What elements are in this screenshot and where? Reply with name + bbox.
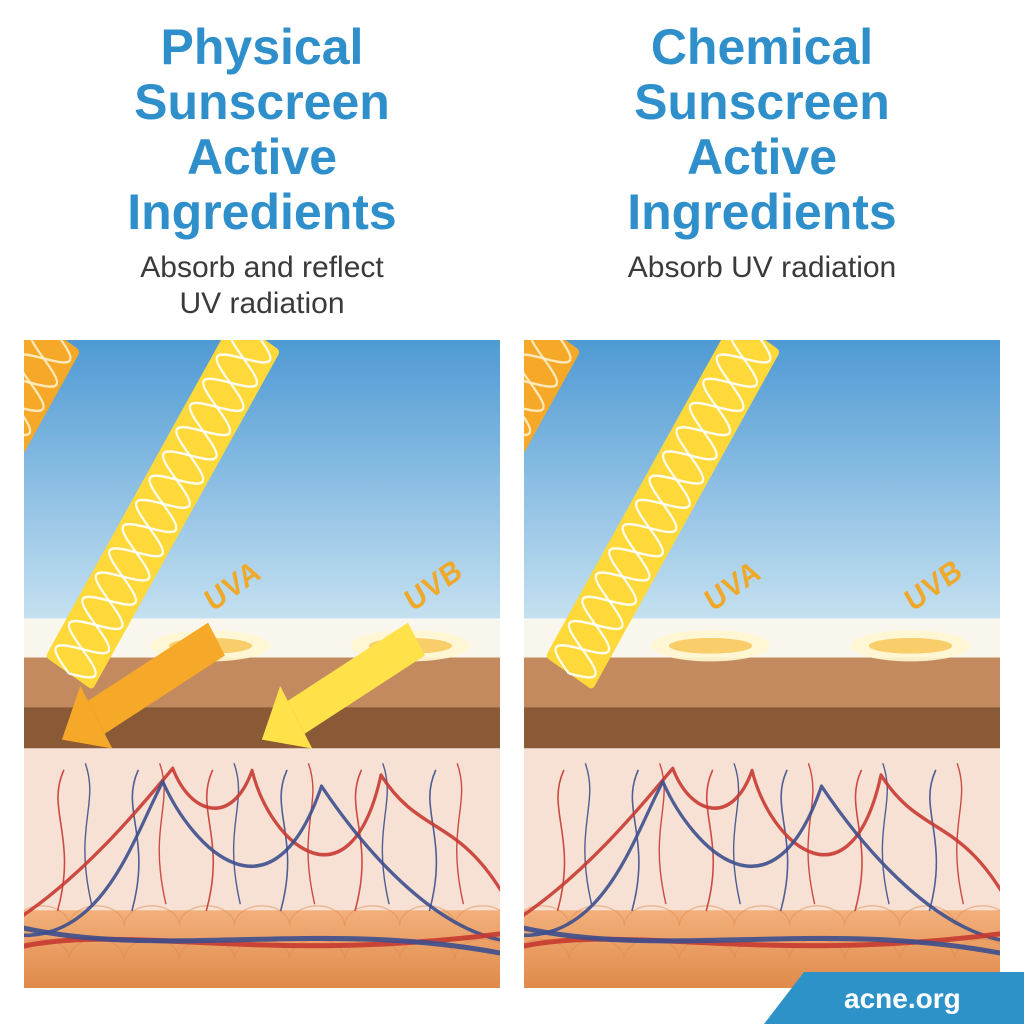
col-physical: PhysicalSunscreenActiveIngredients Absor… bbox=[24, 20, 500, 988]
panel-chemical: UVAUVB bbox=[524, 340, 1000, 988]
title-physical: PhysicalSunscreenActiveIngredients bbox=[127, 20, 396, 240]
subtitle-physical: Absorb and reflectUV radiation bbox=[140, 250, 383, 322]
col-chemical: ChemicalSunscreenActiveIngredients Absor… bbox=[524, 20, 1000, 988]
infographic-wrap: PhysicalSunscreenActiveIngredients Absor… bbox=[0, 0, 1024, 1024]
panel-physical: UVAUVB bbox=[24, 340, 500, 988]
subtitle-chemical: Absorb UV radiation bbox=[628, 250, 896, 322]
title-chemical: ChemicalSunscreenActiveIngredients bbox=[627, 20, 896, 240]
